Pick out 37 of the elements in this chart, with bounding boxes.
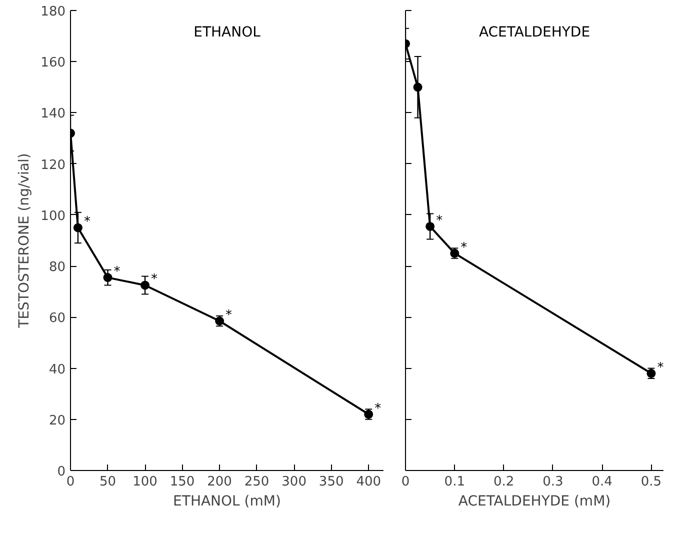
x-tick-label: 100: [132, 474, 158, 490]
x-tick-label: 400: [356, 474, 382, 490]
annotation: *: [84, 214, 91, 230]
y-tick-label: 140: [40, 106, 66, 122]
x-tick-label: 0.2: [493, 474, 514, 490]
x-tick-label: 200: [207, 474, 232, 490]
annotation: *: [114, 264, 121, 280]
x-axis-title: ETHANOL (mM): [173, 494, 281, 510]
y-axis-title: TESTOSTERONE (ng/vial): [16, 153, 33, 329]
y-tick-label: 180: [40, 4, 66, 20]
y-tick-label: 20: [48, 413, 66, 428]
x-tick-label: 150: [170, 474, 195, 490]
x-axis-title: ACETALDEHYDE (mM): [458, 494, 611, 510]
y-tick-label: 160: [40, 56, 66, 71]
x-tick-label: 50: [99, 474, 116, 490]
annotation: *: [657, 360, 664, 376]
text: ACETALDEHYDE: [478, 24, 590, 40]
x-tick-label: 0.4: [592, 474, 612, 490]
y-tick-label: 100: [40, 208, 66, 224]
text: ETHANOL: [194, 24, 261, 40]
x-tick-label: 0.3: [542, 474, 564, 490]
x-tick-label: 350: [318, 474, 344, 490]
y-tick-label: 120: [40, 158, 66, 173]
annotation: *: [460, 240, 468, 256]
x-tick-label: 250: [244, 474, 270, 490]
x-tick-label: 300: [282, 474, 306, 490]
y-tick-label: 0: [57, 464, 66, 480]
annotation: *: [151, 272, 158, 288]
y-tick-label: 40: [48, 362, 66, 378]
annotation: *: [374, 401, 382, 416]
x-tick-label: 0.5: [640, 474, 662, 490]
y-tick-label: 80: [48, 260, 66, 276]
annotation: *: [436, 213, 444, 228]
x-tick-label: 0.1: [444, 474, 465, 490]
annotation: *: [226, 308, 233, 323]
x-tick-label: 0: [401, 474, 410, 490]
y-tick-label: 60: [48, 311, 66, 326]
